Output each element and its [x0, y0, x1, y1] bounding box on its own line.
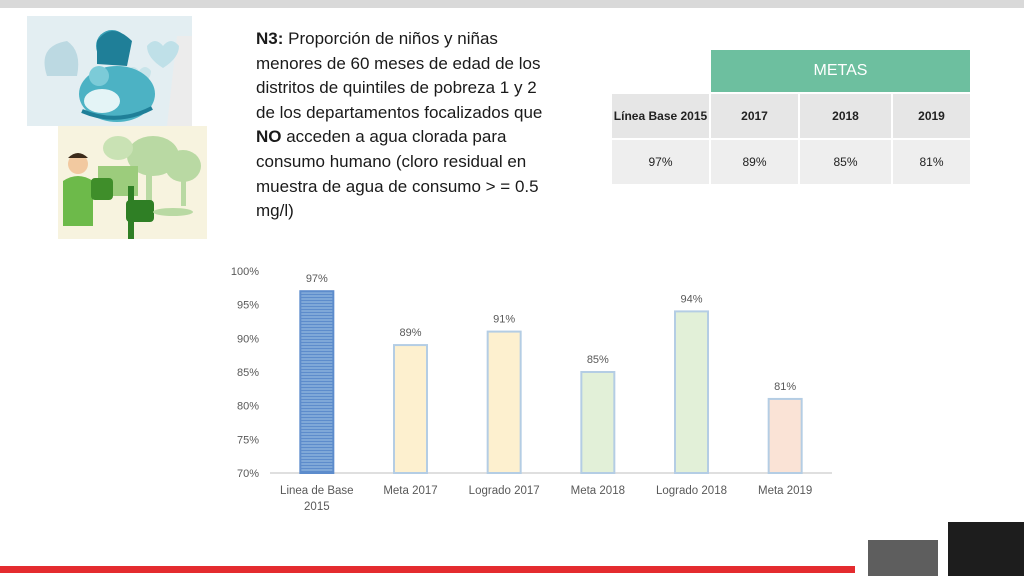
baseline-header: Línea Base 2015: [612, 94, 709, 138]
category-label: 2015: [304, 501, 330, 513]
meta-value: 89%: [711, 140, 798, 184]
bar-chart: 70% 75% 80% 85% 90% 95% 100% 97% Linea de Base 20…: [231, 266, 832, 513]
table-header-row: Línea Base 2015 2017 2018 2019: [612, 94, 970, 138]
data-label: 81%: [774, 381, 796, 393]
table-row: 97% 89% 85% 81%: [612, 140, 970, 184]
y-tick-label: 95%: [237, 300, 259, 312]
grey-block: [868, 540, 938, 576]
metas-table: METAS Línea Base 2015 2017 2018 2019 97%…: [610, 48, 972, 186]
mother-child-illustration: [27, 16, 192, 126]
bar: [674, 310, 709, 475]
y-tick-label: 70%: [237, 468, 259, 480]
y-tick-label: 80%: [237, 401, 259, 413]
indicator-no: NO: [256, 127, 282, 147]
indicator-code: N3:: [256, 29, 284, 48]
category-label: Logrado 2017: [469, 485, 540, 497]
dark-block: [948, 522, 1024, 576]
data-label: 97%: [306, 273, 328, 285]
category-label: Logrado 2018: [656, 485, 727, 497]
indicator-text-2: acceden a agua clorada para consumo huma…: [256, 127, 539, 221]
data-label: 94%: [680, 293, 702, 305]
bar: [393, 344, 428, 474]
bar: [580, 371, 616, 474]
data-label: 89%: [399, 327, 421, 339]
y-tick-label: 100%: [231, 266, 259, 278]
meta-value: 85%: [800, 140, 891, 184]
meta-value: 81%: [893, 140, 970, 184]
top-band: [0, 0, 1024, 8]
empty-header-cell: [612, 50, 709, 92]
y-tick-label: 75%: [237, 434, 259, 446]
bar: [767, 397, 803, 474]
category-label: Meta 2018: [571, 485, 625, 497]
indicator-text-1: Proporción de niños y niñas menores de 6…: [256, 29, 543, 122]
child-water-illustration: [58, 126, 207, 239]
indicator-title: N3: Proporción de niños y niñas menores …: [256, 27, 556, 224]
baseline-value: 97%: [612, 140, 709, 184]
y-tick-label: 85%: [237, 367, 259, 379]
y-tick-label: 90%: [237, 333, 259, 345]
data-label: 85%: [587, 354, 609, 366]
category-label: Linea de Base: [280, 485, 354, 497]
bottom-red-bar: [0, 566, 855, 573]
year-header: 2018: [800, 94, 891, 138]
bar: [299, 290, 335, 475]
data-label: 91%: [493, 314, 515, 326]
year-header: 2019: [893, 94, 970, 138]
bar: [486, 330, 522, 474]
category-label: Meta 2017: [383, 485, 437, 497]
metas-header: METAS: [711, 50, 970, 92]
year-header: 2017: [711, 94, 798, 138]
category-label: Meta 2019: [758, 485, 812, 497]
